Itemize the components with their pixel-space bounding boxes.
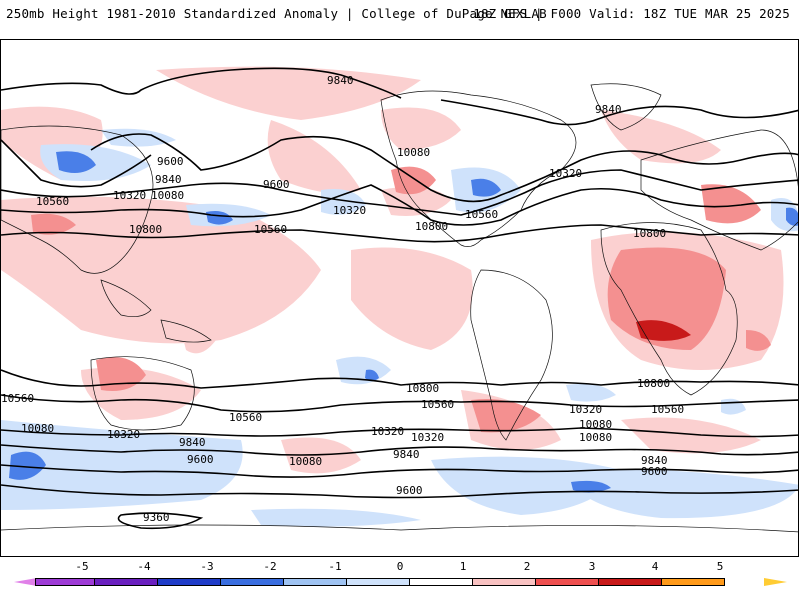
contour-label: 10800 <box>406 382 439 395</box>
strong-negative-anomaly-shading <box>9 151 798 493</box>
contour-label: 10080 <box>579 418 612 431</box>
contour-label: 10320 <box>371 425 404 438</box>
negative-anomaly-shading <box>1 128 798 527</box>
contour-label: 9600 <box>263 178 290 191</box>
contour-label: 10800 <box>129 223 162 236</box>
contour-label: 10080 <box>289 455 322 468</box>
colorbar-segment <box>661 578 725 586</box>
colorbar-segment <box>346 578 410 586</box>
colorbar-segment <box>472 578 536 586</box>
contour-label: 10320 <box>333 204 366 217</box>
colorbar-min-arrow <box>14 578 37 586</box>
contour-label: 9600 <box>157 155 184 168</box>
colorbar-legend: -5 -4 -3 -2 -1 0 1 2 3 4 5 <box>0 560 800 600</box>
coastlines <box>1 83 798 533</box>
colorbar-tick-label: 0 <box>396 560 404 573</box>
contour-label: 10560 <box>229 411 262 424</box>
model-valid-time: 18Z GFS | F000 Valid: 18Z TUE MAR 25 202… <box>473 6 790 21</box>
contour-label: 9840 <box>641 454 668 467</box>
colorbar-tick-label: 4 <box>651 560 659 573</box>
colorbar-segment <box>409 578 473 586</box>
colorbar-segment <box>283 578 347 586</box>
colorbar-tick-label: 3 <box>588 560 596 573</box>
colorbar-segment <box>94 578 158 586</box>
contour-label: 9840 <box>179 436 206 449</box>
map-svg: 9840 9840 9600 9840 10080 10320 10560 10… <box>1 66 798 533</box>
contour-label: 10560 <box>465 208 498 221</box>
contour-label: 10560 <box>651 403 684 416</box>
contour-label: 10560 <box>254 223 287 236</box>
contour-label: 9840 <box>393 448 420 461</box>
contour-label: 10320 <box>107 428 140 441</box>
contour-label: 10080 <box>21 422 54 435</box>
colorbar-segment <box>157 578 221 586</box>
contour-label: 9600 <box>396 484 423 497</box>
map-title: 250mb Height 1981-2010 Standardized Anom… <box>6 6 547 21</box>
colorbar-segment <box>35 578 95 586</box>
contour-label: 10080 <box>151 189 184 202</box>
extreme-positive-anomaly-shading <box>636 320 691 341</box>
colorbar-tick-label: 1 <box>459 560 467 573</box>
contour-label: 10560 <box>421 398 454 411</box>
contour-label: 10800 <box>637 377 670 390</box>
colorbar-tick-label: -2 <box>263 560 277 573</box>
height-contours <box>1 67 798 530</box>
colorbar-tick-label: -5 <box>75 560 89 573</box>
contour-label: 10320 <box>411 431 444 444</box>
colorbar-tick-label: -3 <box>200 560 214 573</box>
contour-label: 10320 <box>569 403 602 416</box>
colorbar-strip <box>35 578 725 586</box>
contour-label: 9600 <box>641 465 668 478</box>
contour-label: 9840 <box>155 173 182 186</box>
colorbar-segment <box>535 578 599 586</box>
contour-label: 10800 <box>415 220 448 233</box>
contour-label: 10560 <box>36 195 69 208</box>
anomaly-map: 9840 9840 9600 9840 10080 10320 10560 10… <box>0 39 799 557</box>
contour-label: 10080 <box>579 431 612 444</box>
contour-label: 9840 <box>327 74 354 87</box>
contour-label: 10560 <box>1 392 34 405</box>
contour-label: 10320 <box>549 167 582 180</box>
colorbar-segment <box>598 578 662 586</box>
contour-label: 10320 <box>113 189 146 202</box>
contour-labels: 9840 9840 9600 9840 10080 10320 10560 10… <box>1 74 684 524</box>
colorbar-tick-label: 5 <box>716 560 724 573</box>
colorbar-tick-label: -1 <box>328 560 342 573</box>
contour-label: 10800 <box>633 227 666 240</box>
colorbar-segment <box>220 578 284 586</box>
colorbar-tick-label: -4 <box>137 560 151 573</box>
contour-label: 9600 <box>187 453 214 466</box>
colorbar-max-arrow <box>764 578 787 586</box>
contour-label: 9840 <box>595 103 622 116</box>
contour-label: 9360 <box>143 511 170 524</box>
contour-label: 10080 <box>397 146 430 159</box>
colorbar-tick-label: 2 <box>523 560 531 573</box>
